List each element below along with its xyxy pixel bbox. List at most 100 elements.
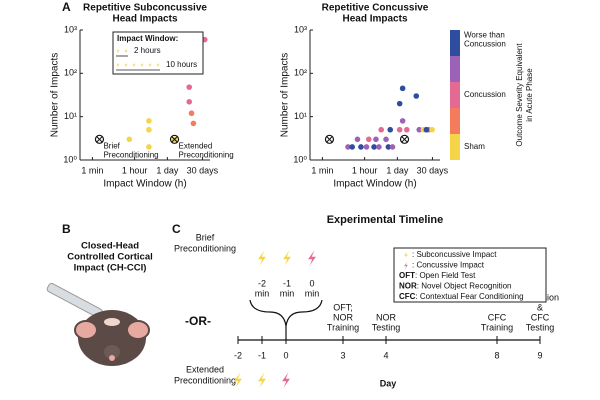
- legend-abbr: CFC: [399, 292, 416, 301]
- x-tick-label: 1 day: [156, 165, 179, 175]
- day-label: 0: [283, 350, 288, 360]
- mouse-illustration: [46, 282, 150, 366]
- panel-letter: B: [62, 222, 71, 236]
- timeline-title: Experimental Timeline: [327, 214, 444, 226]
- colorbar-band: [450, 108, 460, 134]
- x-tick-label: 30 days: [417, 165, 449, 175]
- point: [363, 144, 370, 150]
- point: [146, 126, 152, 133]
- impact-icon: [233, 371, 243, 389]
- y-tick-label: 10³: [294, 24, 307, 34]
- y-tick-label: 10⁰: [293, 154, 307, 164]
- impact-time-label: min: [280, 288, 295, 298]
- impact-icon: [115, 61, 121, 69]
- preconditioning-marker: [169, 134, 180, 144]
- brief-label: Preconditioning: [174, 243, 236, 253]
- or-label: -OR-: [185, 314, 211, 328]
- x-tick-label: 1 hour: [122, 165, 148, 175]
- brief-label: Brief: [196, 232, 215, 242]
- chart-title: Head Impacts: [342, 14, 407, 25]
- impact-icon: [155, 61, 161, 69]
- point: [396, 126, 403, 133]
- point: [345, 144, 351, 150]
- legend-text: : Contextual Fear Conditioning: [415, 292, 523, 301]
- marker-label: Preconditioning: [179, 150, 234, 159]
- point: [429, 126, 435, 133]
- x-tick-label: 1 min: [311, 165, 333, 175]
- legend-entry: CFC: Contextual Fear Conditioning: [399, 292, 524, 301]
- impact-icon: [147, 61, 153, 69]
- marker-label: Preconditioning: [103, 150, 158, 159]
- chart-title: Repetitive Concussive: [322, 3, 429, 14]
- y-tick-label: 10⁰: [63, 154, 77, 164]
- point: [354, 136, 361, 143]
- point: [186, 99, 193, 105]
- extended-label: Extended: [186, 364, 224, 374]
- impact-icon: [257, 371, 267, 389]
- colorbar-label: Worse than: [464, 31, 505, 40]
- colorbar-title: Outcome Severity Equivalent: [515, 43, 524, 147]
- x-axis-label: Impact Window (h): [333, 179, 416, 190]
- impact-time-label: 0: [309, 278, 314, 288]
- point: [376, 144, 382, 150]
- point: [399, 118, 406, 124]
- inset-item: 10 hours: [166, 60, 197, 69]
- impact-icon: [123, 61, 129, 69]
- panel-b-title: Impact (CH-CCI): [74, 263, 147, 274]
- chart-title: Head Impacts: [112, 14, 177, 25]
- x-tick-label: 1 min: [81, 165, 103, 175]
- point: [416, 126, 423, 133]
- impact-time-label: min: [305, 288, 320, 298]
- legend-abbr: OFT: [399, 271, 415, 280]
- point: [186, 84, 193, 90]
- x-axis-label: Impact Window (h): [103, 179, 186, 190]
- impact-icon: [307, 249, 317, 267]
- day-label: 9: [537, 350, 542, 360]
- colorbar-title: in Acute Phase: [525, 68, 534, 122]
- point: [188, 110, 195, 117]
- legend-entry: : Concussive Impact: [412, 261, 485, 270]
- colorbar-label: Sham: [464, 142, 485, 151]
- legend-box: [393, 247, 547, 303]
- point: [383, 136, 389, 143]
- point: [378, 126, 385, 133]
- legend-entry: NOR: Novel Object Recognition: [399, 282, 512, 291]
- event-label: &: [537, 302, 543, 312]
- point: [387, 126, 394, 133]
- panel-letter: C: [172, 222, 181, 236]
- impact-icon: [257, 249, 267, 267]
- point: [146, 144, 152, 150]
- event-label: OFT;: [333, 302, 353, 312]
- point: [399, 85, 406, 92]
- x-tick-label: 1 day: [386, 165, 409, 175]
- impact-time-label: -2: [258, 278, 266, 288]
- marker-label: Extended: [179, 141, 213, 150]
- y-axis-label: Number of Impacts: [50, 53, 61, 137]
- event-label: CFC: [488, 312, 507, 322]
- legend-text: : Concussive Impact: [412, 261, 485, 270]
- point: [389, 144, 396, 150]
- marker-cross: [171, 136, 178, 143]
- impact-icon: [403, 250, 409, 260]
- event-label: Training: [481, 322, 513, 332]
- colorbar-label: Concussion: [464, 40, 506, 49]
- colorbar-band: [450, 30, 460, 56]
- panel-b-title: Closed-Head: [81, 241, 139, 252]
- colorbar-band: [450, 56, 460, 82]
- colorbar-band: [450, 134, 460, 160]
- event-label: NOR: [333, 312, 354, 322]
- panel-b-title: Controlled Cortical: [67, 252, 153, 263]
- marker-label: Brief: [103, 141, 120, 150]
- brace: [249, 299, 323, 327]
- impact-icon: [403, 261, 409, 270]
- point: [365, 136, 372, 143]
- preconditioning-marker: [399, 134, 410, 144]
- day-label: -1: [258, 350, 266, 360]
- legend-text: : Novel Object Recognition: [417, 282, 512, 291]
- point: [349, 144, 356, 150]
- impact-icon: [282, 249, 292, 267]
- event-label: NOR: [376, 312, 397, 322]
- point: [396, 100, 403, 107]
- marker-cross: [401, 136, 408, 143]
